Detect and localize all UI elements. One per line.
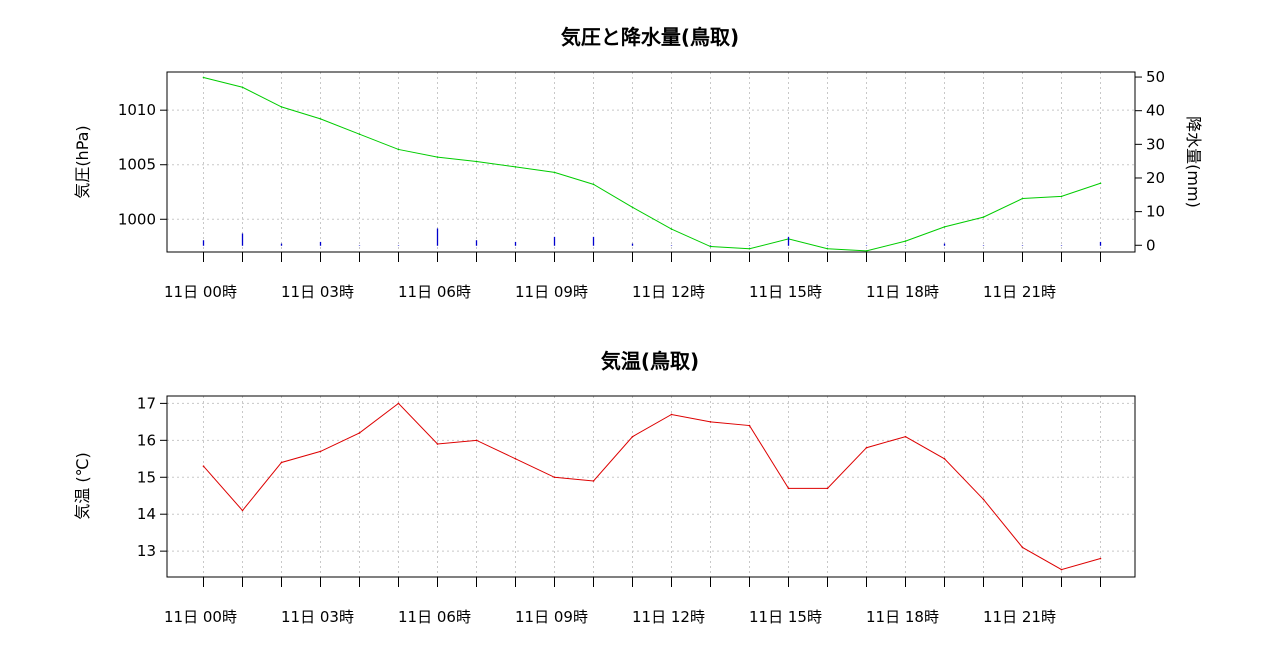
pressure-data-point (280, 106, 283, 108)
pressure-data-point (475, 160, 478, 163)
pressure-data-point (397, 148, 400, 151)
pressure-y2-tick-label: 20 (1146, 169, 1165, 187)
pressure-x-tick-label: 11日 18時 (866, 283, 939, 301)
temperature-data-point (982, 498, 985, 501)
pressure-y-tick-label: 1010 (118, 101, 156, 119)
pressure-data-point (1099, 182, 1102, 185)
pressure-data-point (592, 183, 595, 186)
pressure-x-tick-label: 11日 21時 (983, 283, 1056, 301)
temperature-y-tick-label: 15 (137, 468, 156, 486)
pressure-data-point (358, 133, 361, 135)
pressure-series-line (203, 76, 1101, 252)
temperature-data-point (202, 465, 205, 467)
temperature-x-tick-label: 11日 03時 (281, 608, 354, 626)
temperature-data-point (826, 487, 829, 490)
pressure-x-tick-label: 11日 03時 (281, 283, 354, 301)
temperature-data-point (865, 446, 868, 449)
temperature-data-point (475, 439, 478, 442)
temperature-x-tick-label: 11日 06時 (398, 608, 471, 626)
pressure-data-point (202, 76, 205, 79)
pressure-y2-tick-label: 10 (1146, 203, 1165, 221)
pressure-data-point (241, 86, 244, 89)
pressure-y-tick-label: 1005 (118, 156, 156, 174)
pressure-y2-tick-label: 40 (1146, 102, 1165, 120)
temperature-data-point (1060, 568, 1063, 571)
temperature-data-point (709, 421, 712, 423)
temperature-data-point (436, 443, 439, 445)
temperature-panel: 13 14 15 16 17 11日 00時 11日 03時 11日 06時 11日 09時 11… (137, 394, 1136, 626)
pressure-data-point (319, 118, 322, 120)
pressure-x-tick-label: 11日 06時 (398, 283, 471, 301)
pressure-y-axis-label: 気圧(hPa) (73, 125, 92, 198)
pressure-y-tick-label: 1000 (118, 210, 156, 228)
pressure-data-point (904, 240, 907, 242)
temperature-data-point (319, 450, 322, 453)
pressure-data-point (1060, 195, 1063, 198)
pressure-chart-title: 気圧と降水量(鳥取) (561, 25, 739, 49)
temperature-data-point (592, 480, 595, 482)
temperature-x-tick-label: 11日 15時 (749, 608, 822, 626)
pressure-x-tick-label: 11日 12時 (632, 283, 705, 301)
temperature-data-point (943, 457, 946, 460)
temperature-chart-title: 気温(鳥取) (601, 349, 699, 373)
pressure-x-tick-label: 11日 15時 (749, 283, 822, 301)
temperature-x-tick-label: 11日 09時 (515, 608, 588, 626)
pressure-data-point (631, 206, 634, 209)
pressure-data-point (670, 228, 673, 230)
pressure-y2-tick-label: 0 (1146, 236, 1156, 254)
temperature-data-point (397, 402, 400, 405)
temperature-x-tick-label: 11日 18時 (866, 608, 939, 626)
pressure-y2-tick-label: 50 (1146, 68, 1165, 86)
pressure-x-tick-label: 11日 00時 (164, 283, 237, 301)
temperature-data-point (280, 461, 283, 464)
pressure-data-point (865, 250, 868, 252)
pressure-data-point (514, 166, 517, 168)
temperature-data-point (514, 457, 517, 460)
pressure-precipitation-panel: 1000 1005 1010 0 10 20 30 40 50 11日 00時 11日 03時 11日… (118, 68, 1165, 301)
pressure-data-point (1021, 197, 1024, 200)
pressure-data-point (826, 247, 829, 250)
pressure-data-point (943, 226, 946, 228)
temperature-data-point (553, 476, 556, 479)
temperature-data-point (1021, 546, 1024, 549)
temperature-data-point (670, 413, 673, 416)
temperature-x-tick-label: 11日 21時 (983, 608, 1056, 626)
temperature-y-tick-label: 13 (137, 542, 156, 560)
pressure-plot-frame (166, 71, 1136, 253)
pressure-data-point (709, 245, 712, 248)
temperature-data-point (748, 424, 751, 427)
pressure-x-tick-label: 11日 09時 (515, 283, 588, 301)
temperature-y-tick-label: 16 (137, 431, 156, 449)
pressure-data-point (436, 156, 439, 158)
temperature-series-line (203, 402, 1101, 571)
temperature-plot-frame (166, 395, 1136, 578)
temperature-data-point (631, 435, 634, 438)
temperature-x-tick-label: 11日 00時 (164, 608, 237, 626)
temperature-x-tick-label: 11日 12時 (632, 608, 705, 626)
pressure-data-point (982, 216, 985, 218)
pressure-data-point (748, 247, 751, 250)
temperature-data-point (904, 435, 907, 438)
temperature-data-point (358, 432, 361, 434)
pressure-data-point (553, 171, 556, 174)
temperature-data-point (241, 509, 244, 512)
precipitation-y-axis-label: 降水量(mm) (1184, 116, 1203, 208)
temperature-y-axis-label: 気温 (℃) (73, 452, 92, 520)
pressure-y2-tick-label: 30 (1146, 135, 1165, 153)
temperature-data-point (1099, 557, 1102, 560)
temperature-y-tick-label: 17 (137, 394, 156, 412)
temperature-y-tick-label: 14 (137, 505, 156, 523)
temperature-data-point (787, 487, 790, 490)
